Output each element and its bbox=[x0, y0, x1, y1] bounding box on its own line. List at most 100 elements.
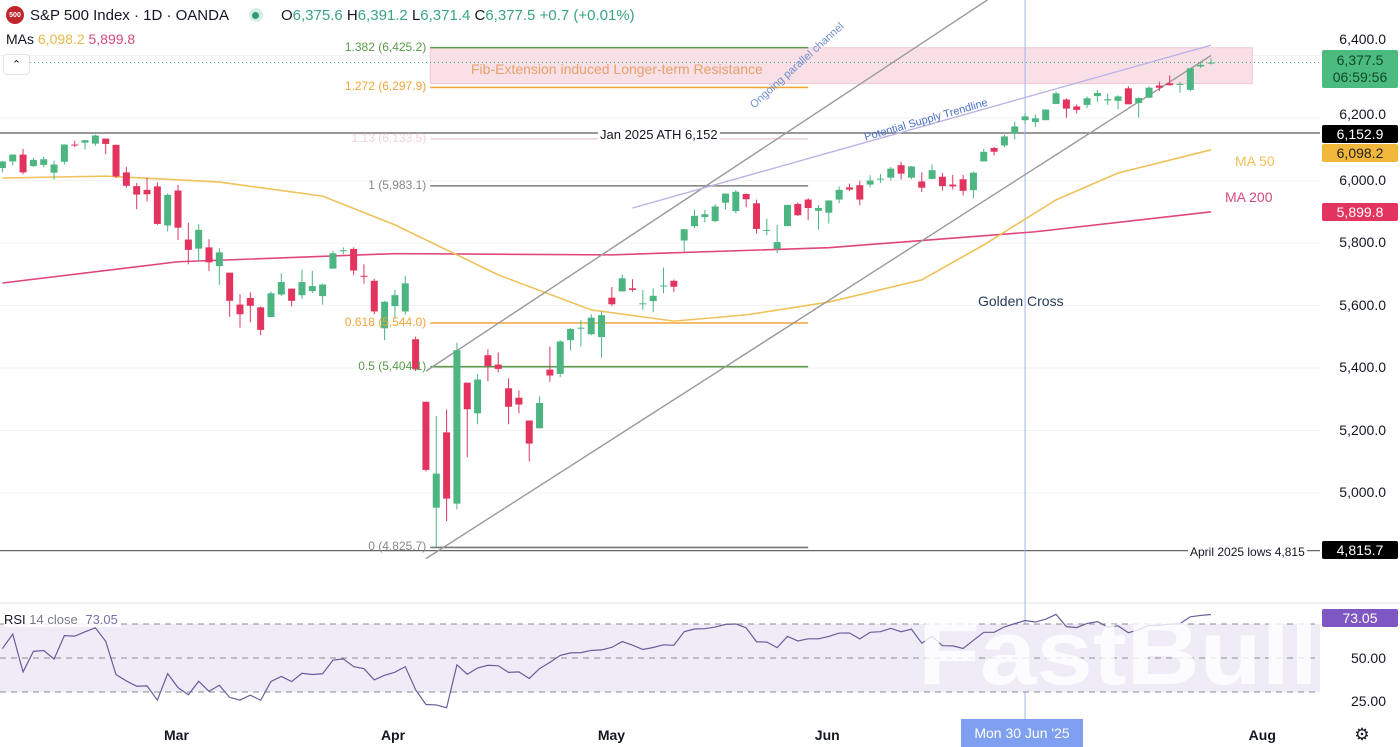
close-value: 6,377.5 bbox=[485, 6, 536, 24]
ma50-label: MA 50 bbox=[1235, 153, 1275, 169]
symbol-title[interactable]: S&P 500 Index · 1D · OANDA bbox=[30, 6, 229, 24]
candle-body bbox=[133, 186, 141, 195]
collapse-legend-button[interactable]: ⌃ bbox=[3, 54, 30, 75]
candle bbox=[525, 420, 533, 462]
crosshair-date-label: Mon 30 Jun '25 bbox=[961, 719, 1083, 747]
candle-body bbox=[598, 315, 606, 338]
price-tick: 5,000.0 bbox=[1339, 484, 1386, 500]
low-value: 6,371.4 bbox=[420, 6, 471, 24]
candle bbox=[174, 184, 182, 240]
candle-body bbox=[1011, 126, 1019, 134]
candle-body bbox=[670, 280, 678, 287]
candle bbox=[246, 292, 254, 323]
candle bbox=[184, 222, 192, 265]
candle bbox=[298, 269, 306, 299]
candle bbox=[1207, 58, 1215, 65]
candle bbox=[618, 274, 626, 292]
candle-body bbox=[639, 303, 647, 305]
candle-body bbox=[752, 203, 760, 229]
candle bbox=[453, 342, 461, 510]
candle bbox=[71, 140, 79, 148]
candle bbox=[556, 340, 564, 378]
candle-body bbox=[1197, 64, 1205, 67]
candle-body bbox=[959, 179, 967, 191]
candle bbox=[360, 264, 368, 284]
candle-body bbox=[1062, 99, 1070, 109]
candle bbox=[1093, 89, 1101, 103]
candle bbox=[60, 144, 68, 165]
bar-countdown: 06:59:56 bbox=[1332, 69, 1388, 85]
candle-body bbox=[184, 239, 192, 250]
candle bbox=[1114, 95, 1122, 110]
candle bbox=[122, 167, 130, 188]
rsi-legend[interactable]: RSI 14 close 73.05 bbox=[4, 612, 121, 627]
candle bbox=[856, 180, 864, 206]
rsi-value-badge: 73.05 bbox=[1322, 609, 1398, 627]
candle-body bbox=[732, 191, 740, 212]
candle bbox=[205, 239, 213, 271]
candle-body bbox=[195, 229, 203, 249]
candle bbox=[866, 175, 874, 188]
gear-icon[interactable]: ⚙ bbox=[1354, 725, 1370, 744]
candle-body bbox=[453, 350, 461, 504]
fib-level-label: 1 (5,983.1) bbox=[368, 177, 427, 192]
candle bbox=[102, 138, 110, 155]
candle-body bbox=[474, 379, 482, 414]
candle bbox=[29, 157, 37, 167]
candle-body bbox=[525, 420, 533, 444]
candle bbox=[949, 174, 957, 190]
candle bbox=[112, 144, 120, 178]
candle bbox=[825, 200, 833, 224]
candle bbox=[215, 248, 223, 285]
candle-body bbox=[897, 165, 905, 174]
candle-body bbox=[505, 388, 513, 407]
price-tick: 5,200.0 bbox=[1339, 421, 1386, 438]
rsi-line bbox=[1, 613, 1212, 709]
candle bbox=[794, 202, 802, 217]
candle bbox=[195, 224, 203, 262]
candle-body bbox=[112, 144, 120, 177]
candle bbox=[722, 193, 729, 210]
time-tick: Jun bbox=[814, 727, 840, 743]
candle bbox=[257, 306, 265, 336]
candle bbox=[990, 146, 998, 156]
channel-lower bbox=[425, 54, 1212, 560]
candle bbox=[277, 273, 285, 296]
candle bbox=[691, 209, 699, 228]
time-tick: Apr bbox=[380, 727, 406, 743]
candles bbox=[0, 58, 1215, 548]
candle-body bbox=[319, 284, 327, 297]
candle-body bbox=[50, 164, 58, 173]
candle bbox=[835, 186, 843, 204]
candle bbox=[391, 289, 399, 319]
candle-body bbox=[339, 250, 347, 252]
candle bbox=[226, 272, 234, 317]
candle bbox=[50, 160, 58, 180]
candle-body bbox=[381, 301, 389, 329]
candle-body bbox=[153, 186, 161, 224]
candle bbox=[463, 382, 471, 458]
candle-body bbox=[1114, 96, 1122, 101]
candle-body bbox=[102, 138, 110, 144]
candle-body bbox=[701, 214, 709, 218]
ma-legend[interactable]: MAs 6,098.2 5,899.8 bbox=[6, 31, 135, 47]
candle-body bbox=[608, 297, 616, 305]
fib-level-label: 1.272 (6,297.9) bbox=[344, 79, 427, 94]
candle bbox=[845, 183, 853, 192]
candle-body bbox=[649, 295, 657, 302]
candle-body bbox=[277, 282, 285, 295]
candle-body bbox=[938, 176, 946, 187]
candle-body bbox=[71, 144, 79, 146]
ma200-legend-value: 5,899.8 bbox=[88, 31, 136, 47]
candle-body bbox=[40, 159, 48, 165]
candle bbox=[660, 267, 668, 294]
candle-body bbox=[990, 148, 998, 152]
candle bbox=[567, 328, 575, 351]
candle bbox=[505, 378, 513, 425]
candle bbox=[876, 173, 884, 183]
candle-body bbox=[1083, 98, 1091, 105]
candle bbox=[432, 415, 440, 548]
candle-body bbox=[763, 229, 771, 231]
candle bbox=[267, 291, 275, 318]
